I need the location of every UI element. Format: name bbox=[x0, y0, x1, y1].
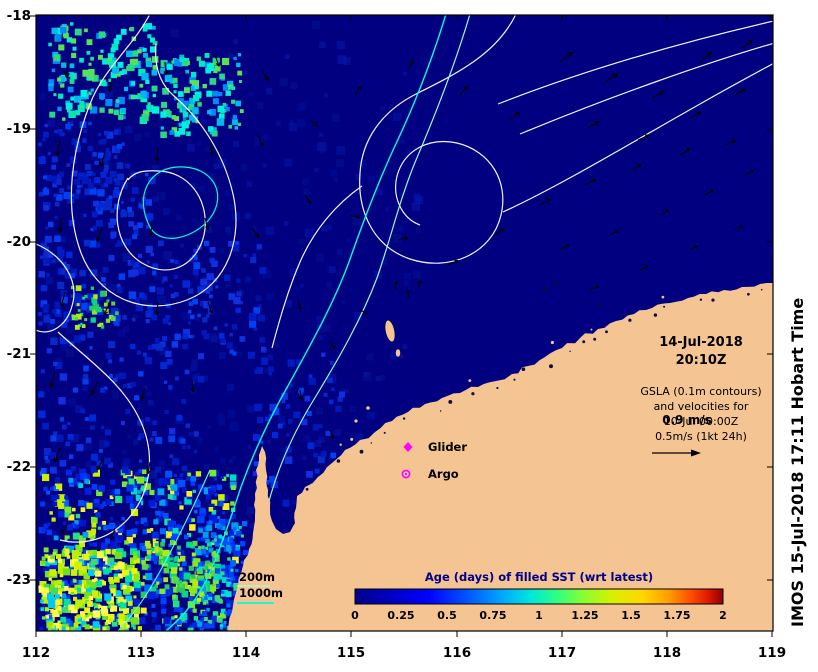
colorbar-tick: 0 bbox=[351, 609, 359, 622]
gsla-caption-line1: GSLA (0.1m contours) bbox=[640, 385, 761, 398]
islet bbox=[554, 282, 558, 286]
islet bbox=[366, 406, 370, 410]
velocity-overlay-label: 0.9 m/s bbox=[662, 413, 711, 427]
velocity-scale-label: 0.5m/s (1kt 24h) bbox=[655, 430, 747, 443]
argo-marker bbox=[401, 469, 411, 479]
y-tick-label: -19 bbox=[7, 121, 31, 137]
sst-timestamp-time: 20:10Z bbox=[676, 353, 727, 368]
colorbar-title: Age (days) of filled SST (wrt latest) bbox=[425, 570, 653, 584]
colorbar-gradient bbox=[354, 588, 724, 605]
x-tick-label: 117 bbox=[548, 645, 576, 661]
x-tick-label: 118 bbox=[653, 645, 681, 661]
velocity-scale-arrow bbox=[652, 449, 701, 457]
y-tick-label: -18 bbox=[7, 8, 31, 24]
colorbar-tick: 0.25 bbox=[387, 609, 414, 622]
islet bbox=[598, 303, 602, 307]
contour-eddy-loop bbox=[142, 166, 219, 239]
barrow-island bbox=[384, 319, 396, 343]
y-tick-label: -22 bbox=[7, 459, 31, 475]
gsla-caption-line2: and velocities for bbox=[654, 400, 749, 413]
plot-frame bbox=[35, 14, 774, 632]
colorbar-tick: 2 bbox=[719, 609, 727, 622]
legend-1000m-label: 1000m bbox=[239, 586, 283, 600]
glider-marker bbox=[403, 442, 413, 452]
y-tick-label: -20 bbox=[7, 234, 31, 250]
x-tick-label: 112 bbox=[22, 645, 50, 661]
glider-label: Glider bbox=[428, 440, 467, 454]
colorbar-tick: 1.5 bbox=[621, 609, 641, 622]
gsla-caption-line3: 10-Jul 00:00Z bbox=[664, 415, 739, 428]
x-tick-label: 114 bbox=[232, 645, 260, 661]
x-tick-label: 115 bbox=[337, 645, 365, 661]
velocity-arrows bbox=[49, 39, 755, 540]
colorbar-tick: 0.5 bbox=[437, 609, 457, 622]
small-island bbox=[395, 348, 401, 358]
colorbar-tick: 1.25 bbox=[571, 609, 598, 622]
gsla-contours bbox=[36, 15, 773, 543]
x-tick-label: 113 bbox=[127, 645, 155, 661]
contour-1000m bbox=[165, 15, 447, 631]
colorbar-tick: 1.75 bbox=[663, 609, 690, 622]
x-tick-label: 116 bbox=[443, 645, 471, 661]
y-tick-label: -21 bbox=[7, 346, 31, 362]
argo-marker-dot bbox=[404, 472, 408, 476]
coastline-texture bbox=[305, 288, 763, 491]
argo-label: Argo bbox=[428, 467, 459, 481]
islet bbox=[542, 286, 548, 292]
x-tick-label: 119 bbox=[758, 645, 786, 661]
contour-extra bbox=[117, 469, 211, 631]
axis-ticks bbox=[30, 15, 773, 637]
map-plot-area bbox=[36, 15, 773, 631]
islands bbox=[354, 282, 602, 423]
legend-200m-label: 200m bbox=[239, 570, 275, 584]
y-tick-label: -23 bbox=[7, 572, 31, 588]
land-mass bbox=[228, 283, 773, 631]
islet bbox=[354, 419, 358, 423]
colorbar-tick: 1 bbox=[535, 609, 543, 622]
colorbar-tick: 0.75 bbox=[479, 609, 506, 622]
imos-watermark: IMOS 15-Jul-2018 17:11 Hobart Time bbox=[788, 298, 807, 627]
sst-timestamp-date: 14-Jul-2018 bbox=[659, 335, 743, 350]
